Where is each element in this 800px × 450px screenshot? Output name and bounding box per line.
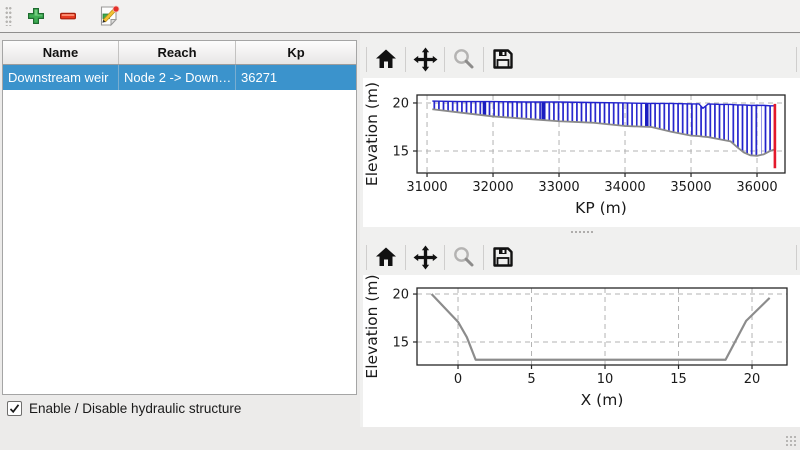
table-header: Name Reach Kp (3, 41, 356, 65)
enable-structure-checkbox-row[interactable]: Enable / Disable hydraulic structure (7, 401, 241, 416)
svg-text:36000: 36000 (736, 180, 777, 195)
charts-panel: 31000 32000 33000 34000 35000 36000 15 20 KP (m)… (360, 34, 800, 427)
svg-text:20: 20 (744, 372, 761, 387)
remove-structure-button[interactable] (53, 2, 83, 30)
column-header-reach[interactable]: Reach (119, 41, 236, 64)
chart2-nav-toolbar (363, 238, 800, 276)
svg-text:Elevation (m): Elevation (m) (363, 275, 381, 379)
separator (444, 244, 445, 270)
svg-text:20: 20 (392, 288, 409, 303)
svg-text:0: 0 (454, 372, 462, 387)
svg-text:Elevation (m): Elevation (m) (363, 82, 381, 186)
separator (444, 46, 445, 72)
svg-text:32000: 32000 (472, 180, 513, 195)
kp-elevation-plot[interactable]: 31000 32000 33000 34000 35000 36000 15 20 KP (m)… (363, 78, 800, 227)
magnifier-icon (454, 49, 474, 69)
edit-page-icon (100, 5, 120, 27)
save-floppy-icon (493, 49, 513, 69)
cell-reach[interactable]: Node 2 -> Down… (119, 65, 236, 90)
table-row[interactable]: Downstream weir Node 2 -> Down… 36271 (3, 65, 356, 90)
enable-structure-checkbox[interactable] (7, 401, 22, 416)
separator (483, 244, 484, 270)
edit-structure-button[interactable] (94, 2, 124, 30)
chart2-pan-button[interactable] (409, 242, 441, 272)
svg-text:5: 5 (527, 372, 535, 387)
svg-text:X (m): X (m) (581, 391, 624, 409)
separator (366, 244, 367, 270)
separator (366, 46, 367, 72)
chart2-home-button[interactable] (370, 242, 402, 272)
chart1-save-button[interactable] (487, 44, 519, 74)
chart2-zoom-button[interactable] (448, 242, 480, 272)
home-icon (376, 247, 396, 266)
checkmark-icon (9, 404, 20, 414)
svg-text:15: 15 (392, 335, 409, 350)
minus-icon (59, 12, 77, 20)
toolbar-drag-handle[interactable] (5, 6, 12, 26)
enable-structure-label: Enable / Disable hydraulic structure (29, 401, 242, 416)
column-header-name[interactable]: Name (3, 41, 119, 64)
separator (405, 46, 406, 72)
longitudinal-profile-chart[interactable]: 31000 32000 33000 34000 35000 36000 15 20 KP (m)… (363, 78, 800, 227)
charts-splitter[interactable] (363, 227, 800, 237)
separator (483, 46, 484, 72)
x-elevation-plot[interactable]: 0 5 10 15 20 15 20 X (m) Elevation (m) (363, 274, 800, 427)
svg-text:34000: 34000 (604, 180, 645, 195)
separator (796, 46, 797, 72)
structures-table: Name Reach Kp Downstream weir Node 2 -> … (2, 40, 357, 395)
svg-text:15: 15 (670, 372, 687, 387)
main-toolbar (0, 0, 800, 33)
svg-text:10: 10 (597, 372, 614, 387)
svg-text:33000: 33000 (538, 180, 579, 195)
window-resize-grip[interactable] (785, 435, 797, 447)
separator (405, 244, 406, 270)
cross-section-chart[interactable]: 0 5 10 15 20 15 20 X (m) Elevation (m) (363, 274, 800, 427)
svg-text:31000: 31000 (406, 180, 447, 195)
separator (796, 244, 797, 270)
magnifier-icon (454, 247, 474, 267)
save-floppy-icon (493, 247, 513, 267)
chart1-nav-toolbar (363, 40, 800, 78)
cell-name[interactable]: Downstream weir (3, 65, 119, 90)
chart2-save-button[interactable] (487, 242, 519, 272)
pan-arrows-icon (413, 245, 437, 269)
chart1-zoom-button[interactable] (448, 44, 480, 74)
chart1-pan-button[interactable] (409, 44, 441, 74)
add-structure-button[interactable] (21, 2, 51, 30)
pan-arrows-icon (413, 47, 437, 71)
svg-text:20: 20 (392, 96, 409, 111)
svg-text:15: 15 (392, 145, 409, 160)
cell-kp[interactable]: 36271 (241, 70, 278, 85)
plus-icon (28, 8, 44, 24)
home-icon (376, 49, 396, 68)
svg-text:KP (m): KP (m) (575, 199, 627, 217)
chart1-home-button[interactable] (370, 44, 402, 74)
column-header-kp[interactable]: Kp (287, 45, 305, 60)
svg-text:35000: 35000 (670, 180, 711, 195)
splitter-handle-icon (569, 230, 594, 234)
